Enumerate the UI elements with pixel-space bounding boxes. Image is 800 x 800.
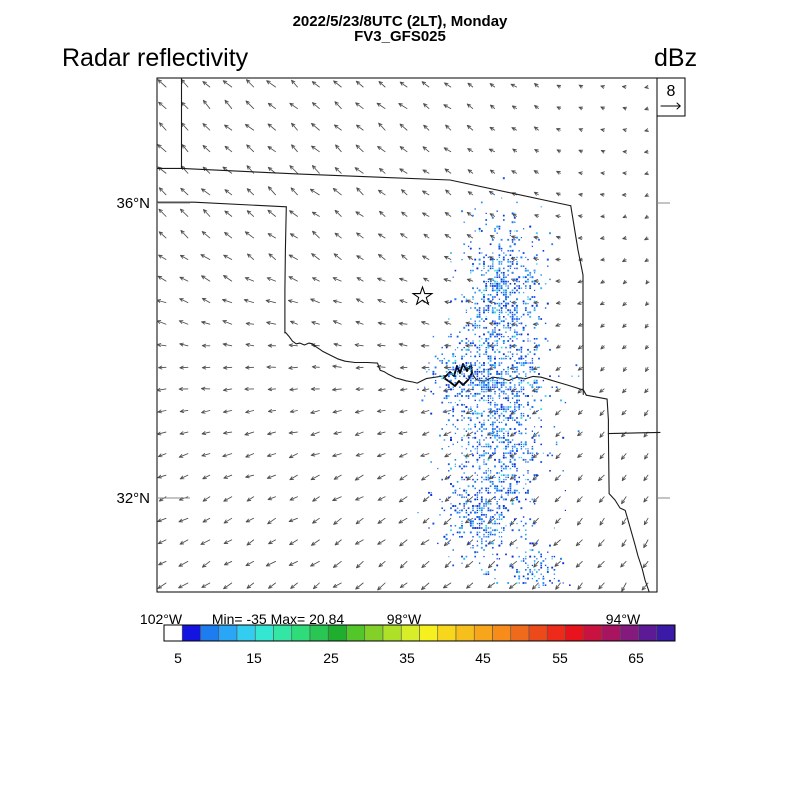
svg-text:8: 8 xyxy=(667,83,676,100)
